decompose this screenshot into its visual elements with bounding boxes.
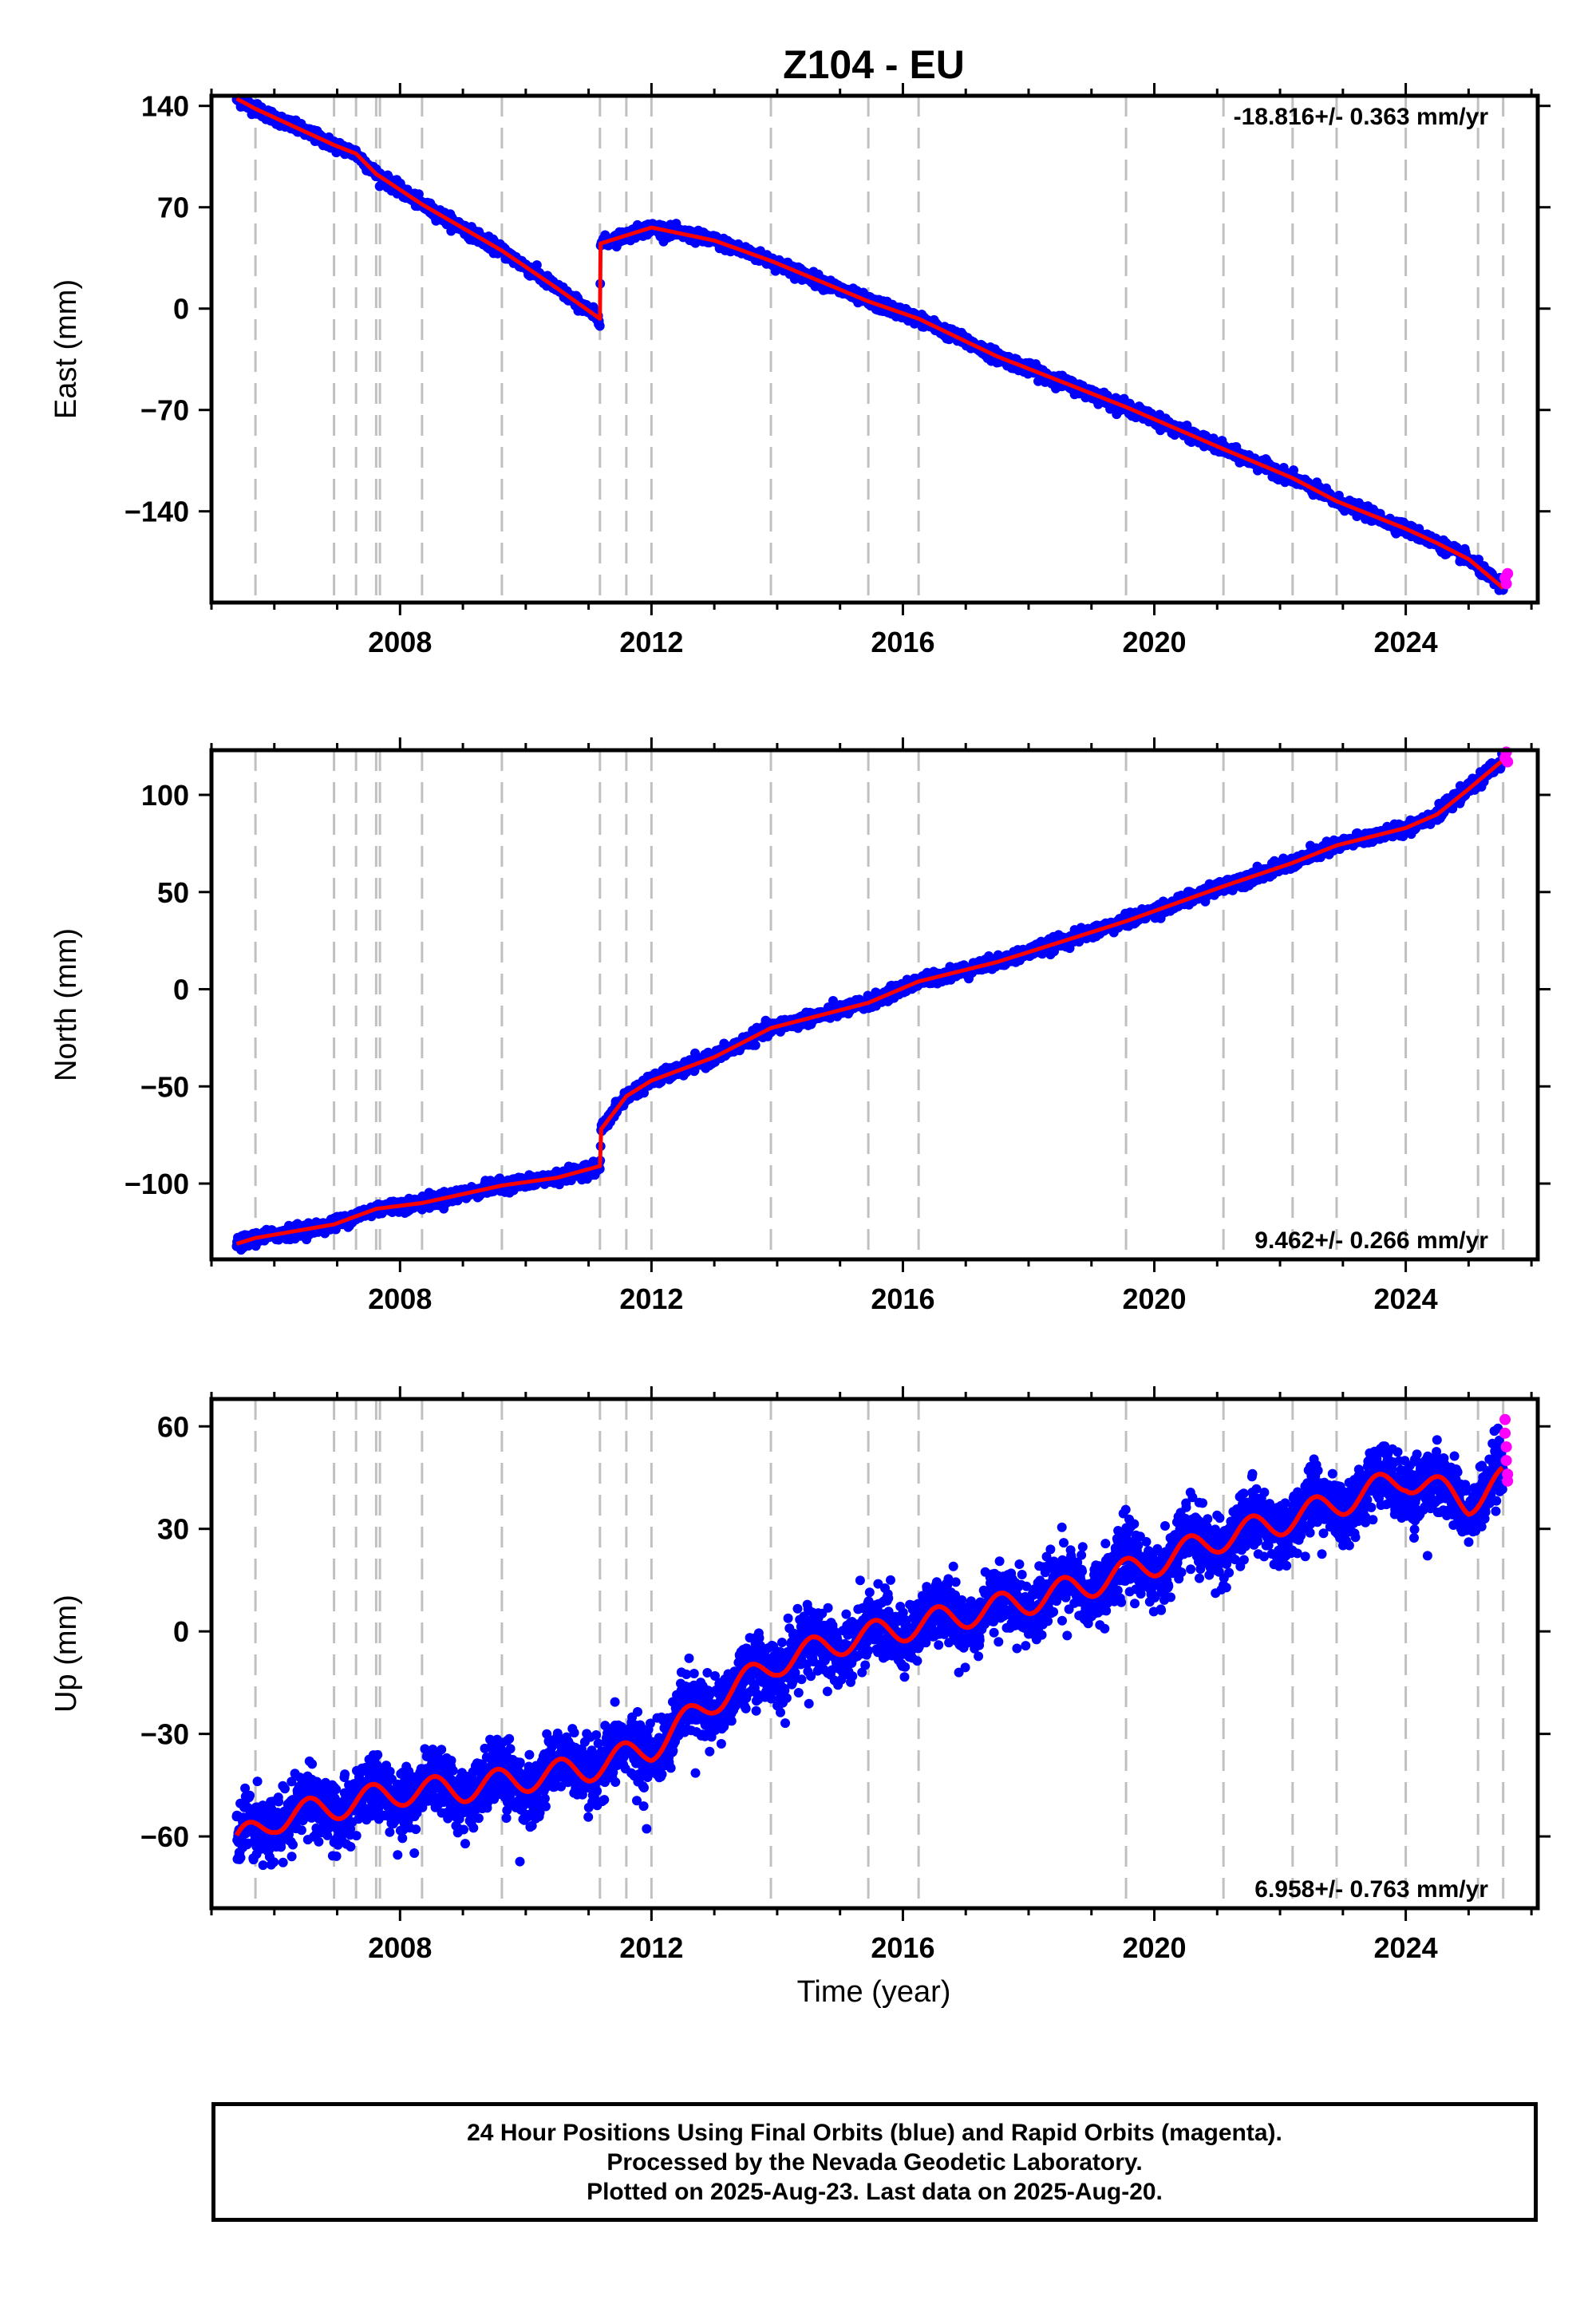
east-plot-frame: [209, 93, 1540, 605]
east-data-points: [231, 93, 1508, 595]
east-rate-annotation: -18.816+/- 0.363 mm/yr: [1234, 104, 1489, 130]
east-y-tick-label: 0: [173, 293, 189, 326]
east-data-point: [595, 321, 605, 331]
north-data-point: [750, 1040, 760, 1050]
east-y-axis-label: East (mm): [49, 279, 83, 419]
east-rapid-point: [1500, 578, 1512, 590]
east-y-tick-label: −70: [140, 394, 189, 427]
east-x-tick-label: 2012: [619, 626, 683, 658]
east-y-tick-label: 140: [141, 90, 189, 123]
time-series-figure: Z104 - EU 2008 2012 2016 2020 2024 140 70 0 −70 −…: [49, 42, 1551, 2009]
east-rapid-points: [1499, 567, 1514, 590]
east-x-tick-label: 2024: [1374, 626, 1438, 658]
east-rapid-point: [1502, 567, 1514, 579]
east-trend-line: [235, 97, 1505, 590]
east-x-tick-label: 2008: [368, 626, 432, 658]
east-y-tick-label: 70: [157, 192, 189, 224]
chart-title: Z104 - EU: [783, 42, 965, 87]
east-event-lines: [254, 96, 1505, 603]
east-y-tick-label: −140: [124, 496, 189, 528]
east-x-tick-label: 2016: [871, 626, 934, 658]
east-panel: 2008 2012 2016 2020 2024 140 70 0 −70 −140 East (…: [49, 83, 1551, 658]
east-x-tick-label: 2020: [1122, 626, 1186, 658]
